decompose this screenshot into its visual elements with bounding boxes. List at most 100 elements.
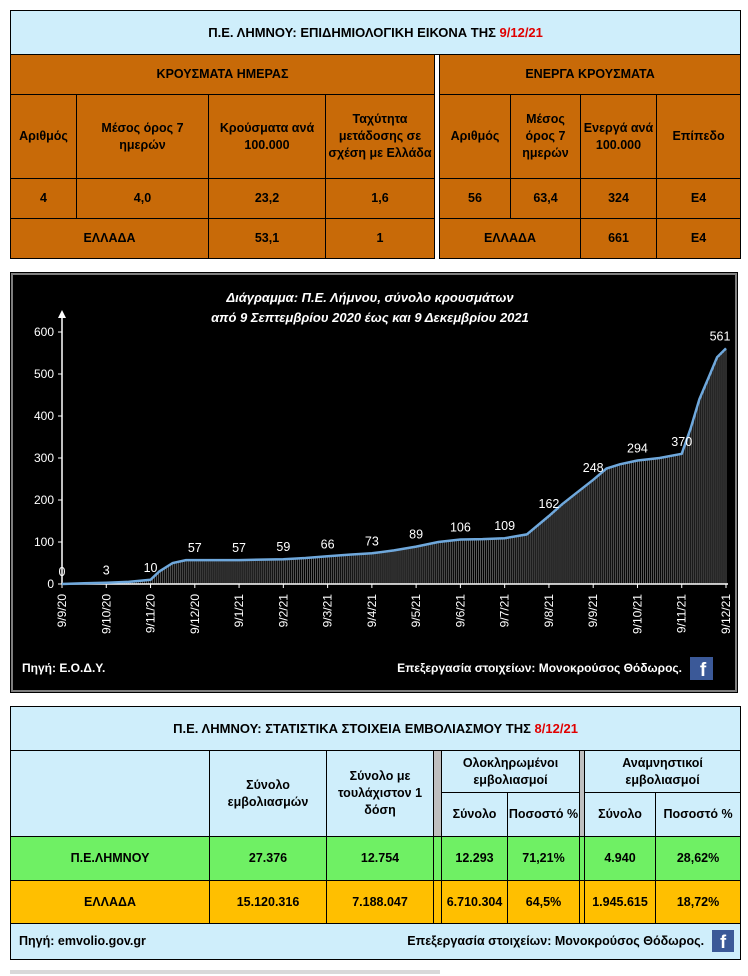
table-row: ΕΛΛΑΔΑ 15.120.316 7.188.047 6.710.304 64… (10, 880, 742, 924)
daily-col-number: Αριθμός (10, 94, 77, 179)
facebook-icon[interactable]: f (712, 930, 735, 952)
vax-col-booster: Αναμνηστικοί εμβολιασμοί (583, 750, 742, 793)
data-label: 109 (494, 519, 515, 533)
cumulative-cases-chart: Διάγραμμα: Π.Ε. Λήμνου, σύνολο κρουσμάτω… (10, 272, 738, 693)
data-label: 10 (144, 561, 158, 575)
data-label: 162 (539, 497, 560, 511)
vax-row-full-pct: 64,5% (507, 880, 580, 924)
active-col-level: Επίπεδο (655, 94, 742, 179)
cases-line (61, 347, 727, 586)
y-axis-arrow (58, 310, 66, 318)
daily-col-avg: Μέσος όρος 7 ημερών (76, 94, 209, 179)
daily-value-speed: 1,6 (325, 178, 435, 219)
greece-per100k: 53,1 (208, 218, 326, 259)
x-tick-label: 9/1/21 (232, 594, 246, 628)
active-value-per100k: 324 (580, 178, 657, 219)
vax-row-full: 12.293 (441, 836, 508, 881)
chart-subtitle: από 9 Σεπτεμβρίου 2020 έως και 9 Δεκεμβρ… (211, 310, 529, 325)
chart-title: Διάγραμμα: Π.Ε. Λήμνου, σύνολο κρουσμάτω… (225, 290, 514, 305)
y-tick-label: 400 (34, 409, 54, 423)
x-tick-label: 9/11/20 (144, 594, 158, 633)
x-tick-label: 9/12/21 (719, 594, 733, 634)
daily-col-speed: Ταχύτητα μετάδοσης σε σχέση με Ελλάδα (325, 94, 435, 179)
greece-active-per100k: 661 (580, 218, 657, 259)
table-row: Π.Ε.ΛΗΜΝΟΥ 27.376 12.754 12.293 71,21% 4… (10, 836, 742, 881)
data-label: 73 (365, 534, 379, 548)
y-tick-label: 0 (47, 577, 54, 591)
x-tick-label: 9/6/21 (453, 594, 467, 628)
x-tick-label: 9/9/20 (55, 594, 69, 628)
data-label: 106 (450, 520, 471, 534)
vax-col-one-dose: Σύνολο με τουλάχιστον 1 δόση (326, 750, 434, 837)
x-tick-label: 9/3/21 (321, 594, 335, 628)
data-label: 89 (409, 528, 423, 542)
facebook-icon[interactable]: f (690, 657, 713, 681)
line-layer (61, 347, 727, 586)
greece-active-level: Ε4 (655, 218, 742, 259)
x-tick-label: 9/10/20 (99, 594, 113, 634)
daily-value-avg: 4,0 (76, 178, 209, 219)
vax-row-total: 15.120.316 (209, 880, 327, 924)
vax-row-booster-pct: 18,72% (654, 880, 742, 924)
data-label: 59 (276, 540, 290, 554)
daily-value-per100k: 23,2 (208, 178, 326, 219)
svg-text:f: f (700, 660, 707, 681)
active-value-level: Ε4 (655, 178, 742, 219)
vax-booster-pct-header: Ποσοστό % (654, 792, 742, 837)
chart-source: Πηγή: Ε.Ο.Δ.Υ. (22, 661, 105, 675)
vax-row-booster: 1.945.615 (584, 880, 656, 924)
daily-col-per100k: Κρούσματα ανά 100.000 (208, 94, 326, 179)
active-col-per100k: Ενεργά ανά 100.000 (580, 94, 657, 179)
x-tick-label: 9/8/21 (542, 594, 556, 628)
x-tick-label: 9/2/21 (276, 594, 290, 628)
data-label: 370 (671, 435, 692, 449)
epidemiology-title: Π.Ε. ΛΗΜΝΟΥ: ΕΠΙΔΗΜΙΟΛΟΓΙΚΗ ΕΙΚΟΝΑ ΤΗΣ 9… (9, 10, 742, 55)
y-tick-label: 200 (34, 493, 54, 507)
vax-full-total-header: Σύνολο (441, 792, 508, 837)
x-tick-label: 9/11/21 (675, 594, 689, 633)
data-label: 0 (59, 565, 66, 579)
data-label: 248 (583, 461, 604, 475)
x-tick-label: 9/4/21 (365, 594, 379, 628)
vax-source: Πηγή: emvolio.gov.gr (19, 934, 146, 949)
x-tick-label: 9/7/21 (498, 594, 512, 628)
daily-value-number: 4 (10, 178, 77, 219)
vaccination-title: Π.Ε. ΛΗΜΝΟΥ: ΣΤΑΤΙΣΤΙΚΑ ΣΤΟΙΧΕΙΑ ΕΜΒΟΛΙΑ… (9, 706, 742, 751)
greece-daily-label: ΕΛΛΑΔΑ (10, 218, 209, 259)
epidemiology-table: Π.Ε. ΛΗΜΝΟΥ: ΕΠΙΔΗΜΙΟΛΟΓΙΚΗ ΕΙΚΟΝΑ ΤΗΣ 9… (9, 10, 742, 259)
active-value-avg: 63,4 (510, 178, 581, 219)
y-tick-label: 300 (34, 451, 54, 465)
data-label: 57 (188, 541, 202, 555)
bottom-divider (10, 970, 440, 974)
x-tick-label: 9/12/20 (188, 594, 202, 634)
vax-col-total: Σύνολο εμβολιασμών (209, 750, 327, 837)
vax-full-pct-header: Ποσοστό % (507, 792, 580, 837)
active-cases-header: ΕΝΕΡΓΑ ΚΡΟΥΣΜΑΤΑ (438, 54, 742, 95)
data-label: 3 (103, 564, 110, 578)
active-col-avg: Μέσος όρος 7 ημερών (510, 94, 581, 179)
greece-speed: 1 (325, 218, 435, 259)
vax-processing: Επεξεργασία στοιχείων: Μονοκρούσος Θόδωρ… (407, 934, 705, 948)
vax-row-name: Π.Ε.ΛΗΜΝΟΥ (10, 836, 210, 881)
vax-row-total: 27.376 (209, 836, 327, 881)
vax-row-full-pct: 71,21% (507, 836, 580, 881)
chart-svg: Διάγραμμα: Π.Ε. Λήμνου, σύνολο κρουσμάτω… (11, 273, 737, 692)
vax-booster-total-header: Σύνολο (584, 792, 656, 837)
y-tick-label: 600 (34, 325, 54, 339)
y-tick-label: 100 (34, 535, 54, 549)
vaccination-table: Π.Ε. ΛΗΜΝΟΥ: ΣΤΑΤΙΣΤΙΚΑ ΣΤΟΙΧΕΙΑ ΕΜΒΟΛΙΑ… (9, 706, 742, 960)
vax-row-one-dose: 7.188.047 (326, 880, 434, 924)
labels-layer: 0 3 10 57 57 59 66 73 89 106 109 162 248 294 370 561 (59, 329, 731, 579)
data-label: 66 (321, 537, 335, 551)
vax-row-one-dose: 12.754 (326, 836, 434, 881)
vax-col-full: Ολοκληρωμένοι εμβολιασμοί (441, 750, 580, 793)
x-tick-label: 9/10/21 (630, 594, 644, 634)
daily-cases-header: ΚΡΟΥΣΜΑΤΑ ΗΜΕΡΑΣ (10, 54, 435, 95)
active-col-number: Αριθμός (439, 94, 511, 179)
vax-blank-header (10, 750, 210, 837)
data-label: 561 (710, 329, 731, 343)
x-tick-label: 9/9/21 (586, 594, 600, 628)
vax-row-name: ΕΛΛΑΔΑ (10, 880, 210, 924)
bars-layer (63, 348, 727, 584)
